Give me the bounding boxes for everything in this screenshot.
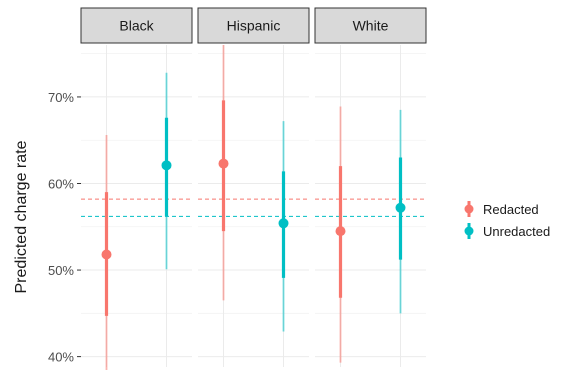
strip-label-black: Black [119, 18, 154, 34]
y-tick-label: 40% [48, 350, 74, 365]
data-marks [101, 45, 406, 370]
gridlines [81, 45, 426, 367]
strip-hispanic [197, 7, 310, 44]
legend-key-point-unredacted [464, 226, 474, 236]
strip-label-white: White [353, 18, 389, 34]
y-tick-label: 70% [48, 90, 74, 105]
point-estimate-unredacted-white [395, 202, 406, 213]
point-estimate-unredacted-hispanic [278, 218, 289, 229]
strip-black [80, 7, 193, 44]
facet-strips: Black Hispanic White [80, 7, 427, 44]
y-axis: 40% 50% 60% 70% [48, 90, 81, 365]
y-tick-label: 60% [48, 176, 74, 191]
y-tick-label: 50% [48, 263, 74, 278]
strip-label-hispanic: Hispanic [227, 18, 281, 34]
reference-lines [81, 198, 426, 217]
point-estimate-redacted-black [101, 249, 112, 260]
legend-key-point-redacted [464, 204, 474, 214]
legend: Redacted Unredacted [464, 201, 550, 239]
y-axis-title: Predicted charge rate [13, 140, 30, 293]
legend-label-unredacted: Unredacted [483, 224, 550, 239]
point-estimate-unredacted-black [161, 160, 172, 171]
legend-label-redacted: Redacted [483, 202, 539, 217]
strip-white [314, 7, 427, 44]
point-estimate-redacted-white [335, 226, 346, 237]
point-estimate-redacted-hispanic [218, 158, 229, 169]
